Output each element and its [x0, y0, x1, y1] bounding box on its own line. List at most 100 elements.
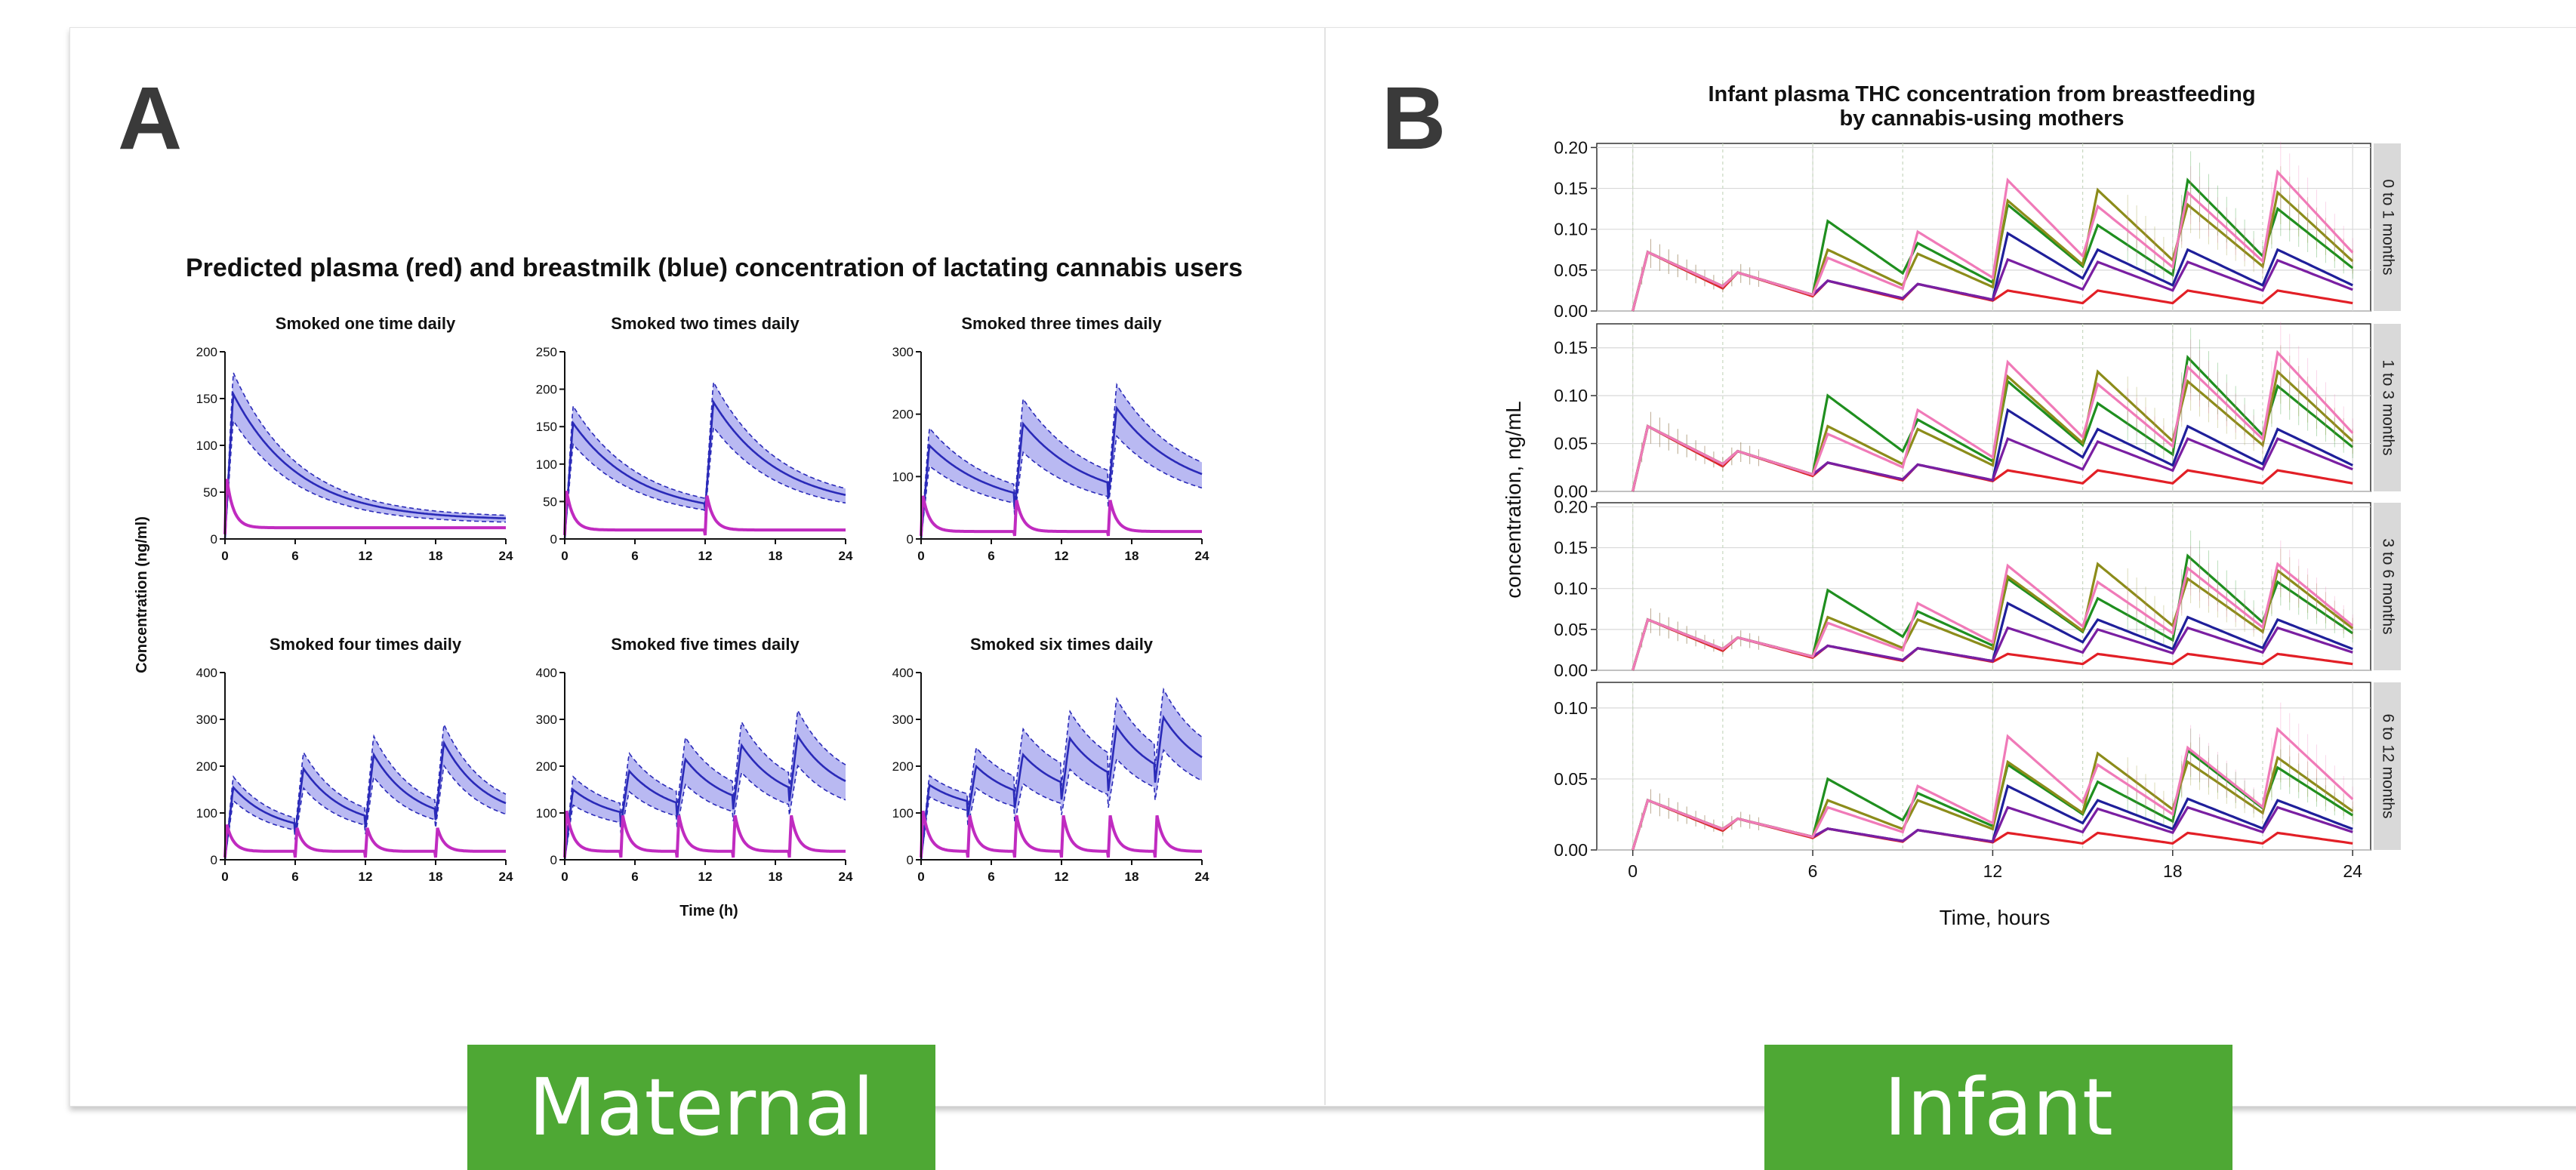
milk-confidence-band	[565, 710, 846, 860]
milk-upper-bound	[920, 383, 1203, 540]
milk-upper-bound	[564, 708, 846, 861]
y-tick-label: 100	[196, 806, 217, 821]
y-tick-label: 0	[550, 853, 557, 867]
y-tick-label: 300	[892, 713, 914, 727]
y-tick-label: 200	[892, 408, 914, 422]
x-axis-label: Time (h)	[679, 903, 738, 919]
x-tick-label: 6	[1808, 861, 1818, 881]
x-tick-label: 12	[1983, 861, 2003, 881]
series-line-six	[1632, 349, 2354, 492]
y-tick-label: 150	[536, 420, 557, 434]
milk-confidence-band	[921, 384, 1202, 539]
series-line-six	[1632, 169, 2354, 312]
y-tick-label: 0.05	[1554, 620, 1588, 639]
x-tick-label: 18	[1125, 870, 1139, 884]
y-tick-label: 300	[536, 713, 557, 727]
x-tick-label: 24	[1195, 870, 1209, 884]
x-tick-label: 0	[221, 549, 228, 563]
x-tick-label: 24	[1195, 549, 1209, 563]
milk-confidence-band	[225, 373, 506, 539]
y-tick-label: 0.10	[1554, 220, 1588, 239]
y-tick-label: 400	[196, 666, 217, 680]
y-tick-label: 0.05	[1554, 434, 1588, 454]
x-tick-label: 18	[429, 549, 443, 563]
chart-title-line-1: Infant plasma THC concentration from bre…	[1708, 82, 2255, 106]
series-line-six	[1632, 562, 2354, 671]
plasma-line	[223, 824, 506, 858]
chart-title: Predicted plasma (red) and breastmilk (b…	[186, 254, 1243, 282]
facet-strip-label: 0 to 1 months	[2379, 179, 2396, 275]
plasma-line	[563, 491, 846, 536]
x-tick-label: 0	[917, 870, 924, 884]
plasma-line	[920, 495, 1202, 537]
series-line-six	[1632, 726, 2354, 851]
x-tick-label: 0	[221, 870, 228, 884]
y-tick-label: 250	[536, 345, 557, 359]
y-tick-label: 0	[211, 853, 217, 867]
y-tick-label: 0	[550, 532, 557, 547]
y-tick-label: 300	[892, 345, 914, 359]
x-tick-label: 18	[2163, 861, 2183, 881]
maternal-label-button: Maternal	[467, 1045, 935, 1170]
milk-mean-line	[920, 405, 1203, 540]
y-tick-label: 0	[907, 532, 914, 547]
plasma-line	[223, 479, 506, 534]
y-tick-label: 100	[892, 806, 914, 821]
milk-lower-bound	[920, 748, 1203, 861]
x-tick-label: 24	[2343, 861, 2362, 881]
x-tick-label: 0	[917, 549, 924, 563]
panel-divider	[1324, 27, 1326, 1105]
subplot-title: Smoked one time daily	[276, 314, 456, 333]
y-tick-label: 0.20	[1554, 497, 1588, 516]
facet-1: 0.00 0.05 0.10 0.15 0.20 0 to 1 months	[1554, 137, 2401, 321]
y-tick-label: 0.05	[1554, 769, 1588, 789]
y-tick-label: 200	[536, 383, 557, 397]
x-tick-label: 24	[499, 870, 513, 884]
x-tick-label: 12	[698, 870, 713, 884]
y-tick-label: 100	[892, 470, 914, 484]
y-tick-label: 200	[892, 759, 914, 774]
y-tick-label: 100	[536, 457, 557, 472]
y-tick-label: 0.00	[1554, 482, 1588, 501]
y-tick-label: 0.00	[1554, 660, 1588, 680]
subplot-title: Smoked six times daily	[970, 635, 1154, 654]
y-tick-label: 200	[196, 345, 217, 359]
maternal-chart: Predicted plasma (red) and breastmilk (b…	[134, 254, 1243, 919]
facet-strip-label: 6 to 12 months	[2379, 714, 2396, 819]
x-tick-label: 6	[631, 870, 638, 884]
y-tick-label: 400	[892, 666, 914, 680]
y-axis-label: Concentration (ng/ml)	[134, 516, 150, 673]
panel-b-letter: B	[1382, 69, 1447, 168]
y-tick-label: 0.10	[1554, 386, 1588, 405]
x-axis-label: Time, hours	[1940, 906, 2051, 929]
x-tick-label: 24	[839, 549, 853, 563]
y-tick-label: 0.15	[1554, 338, 1588, 358]
x-tick-label: 12	[698, 549, 713, 563]
y-tick-label: 0	[211, 532, 217, 547]
y-tick-label: 0.15	[1554, 179, 1588, 199]
facet-strip	[2374, 503, 2401, 670]
facet-3: 0.00 0.05 0.10 0.15 0.20 3 to 6 months	[1554, 497, 2401, 680]
subplot-title: Smoked three times daily	[961, 314, 1162, 333]
y-tick-label: 50	[543, 494, 557, 509]
x-tick-label: 18	[769, 870, 783, 884]
x-tick-label: 6	[291, 549, 298, 563]
plasma-line	[920, 810, 1202, 858]
x-tick-label: 24	[839, 870, 853, 884]
y-tick-label: 0.15	[1554, 538, 1588, 558]
milk-mean-line	[920, 714, 1203, 861]
x-tick-label: 0	[561, 870, 568, 884]
subplot-3: Smoked three times daily 0 100 200 300 0 6 12 18…	[892, 314, 1209, 563]
y-tick-label: 0	[907, 853, 914, 867]
x-tick-label: 6	[988, 870, 994, 884]
facet-strip	[2374, 682, 2401, 850]
y-tick-label: 0.05	[1554, 260, 1588, 280]
y-tick-label: 0.00	[1554, 840, 1588, 860]
x-tick-label: 6	[631, 549, 638, 563]
x-tick-label: 6	[291, 870, 298, 884]
subplot-6: Smoked six times daily 0 100 200 300 400 0 6 12 1…	[892, 635, 1209, 884]
facet-plot-area	[1596, 143, 2371, 312]
milk-lower-bound	[564, 764, 846, 861]
x-tick-label: 12	[359, 870, 373, 884]
facet-strip	[2374, 324, 2401, 491]
